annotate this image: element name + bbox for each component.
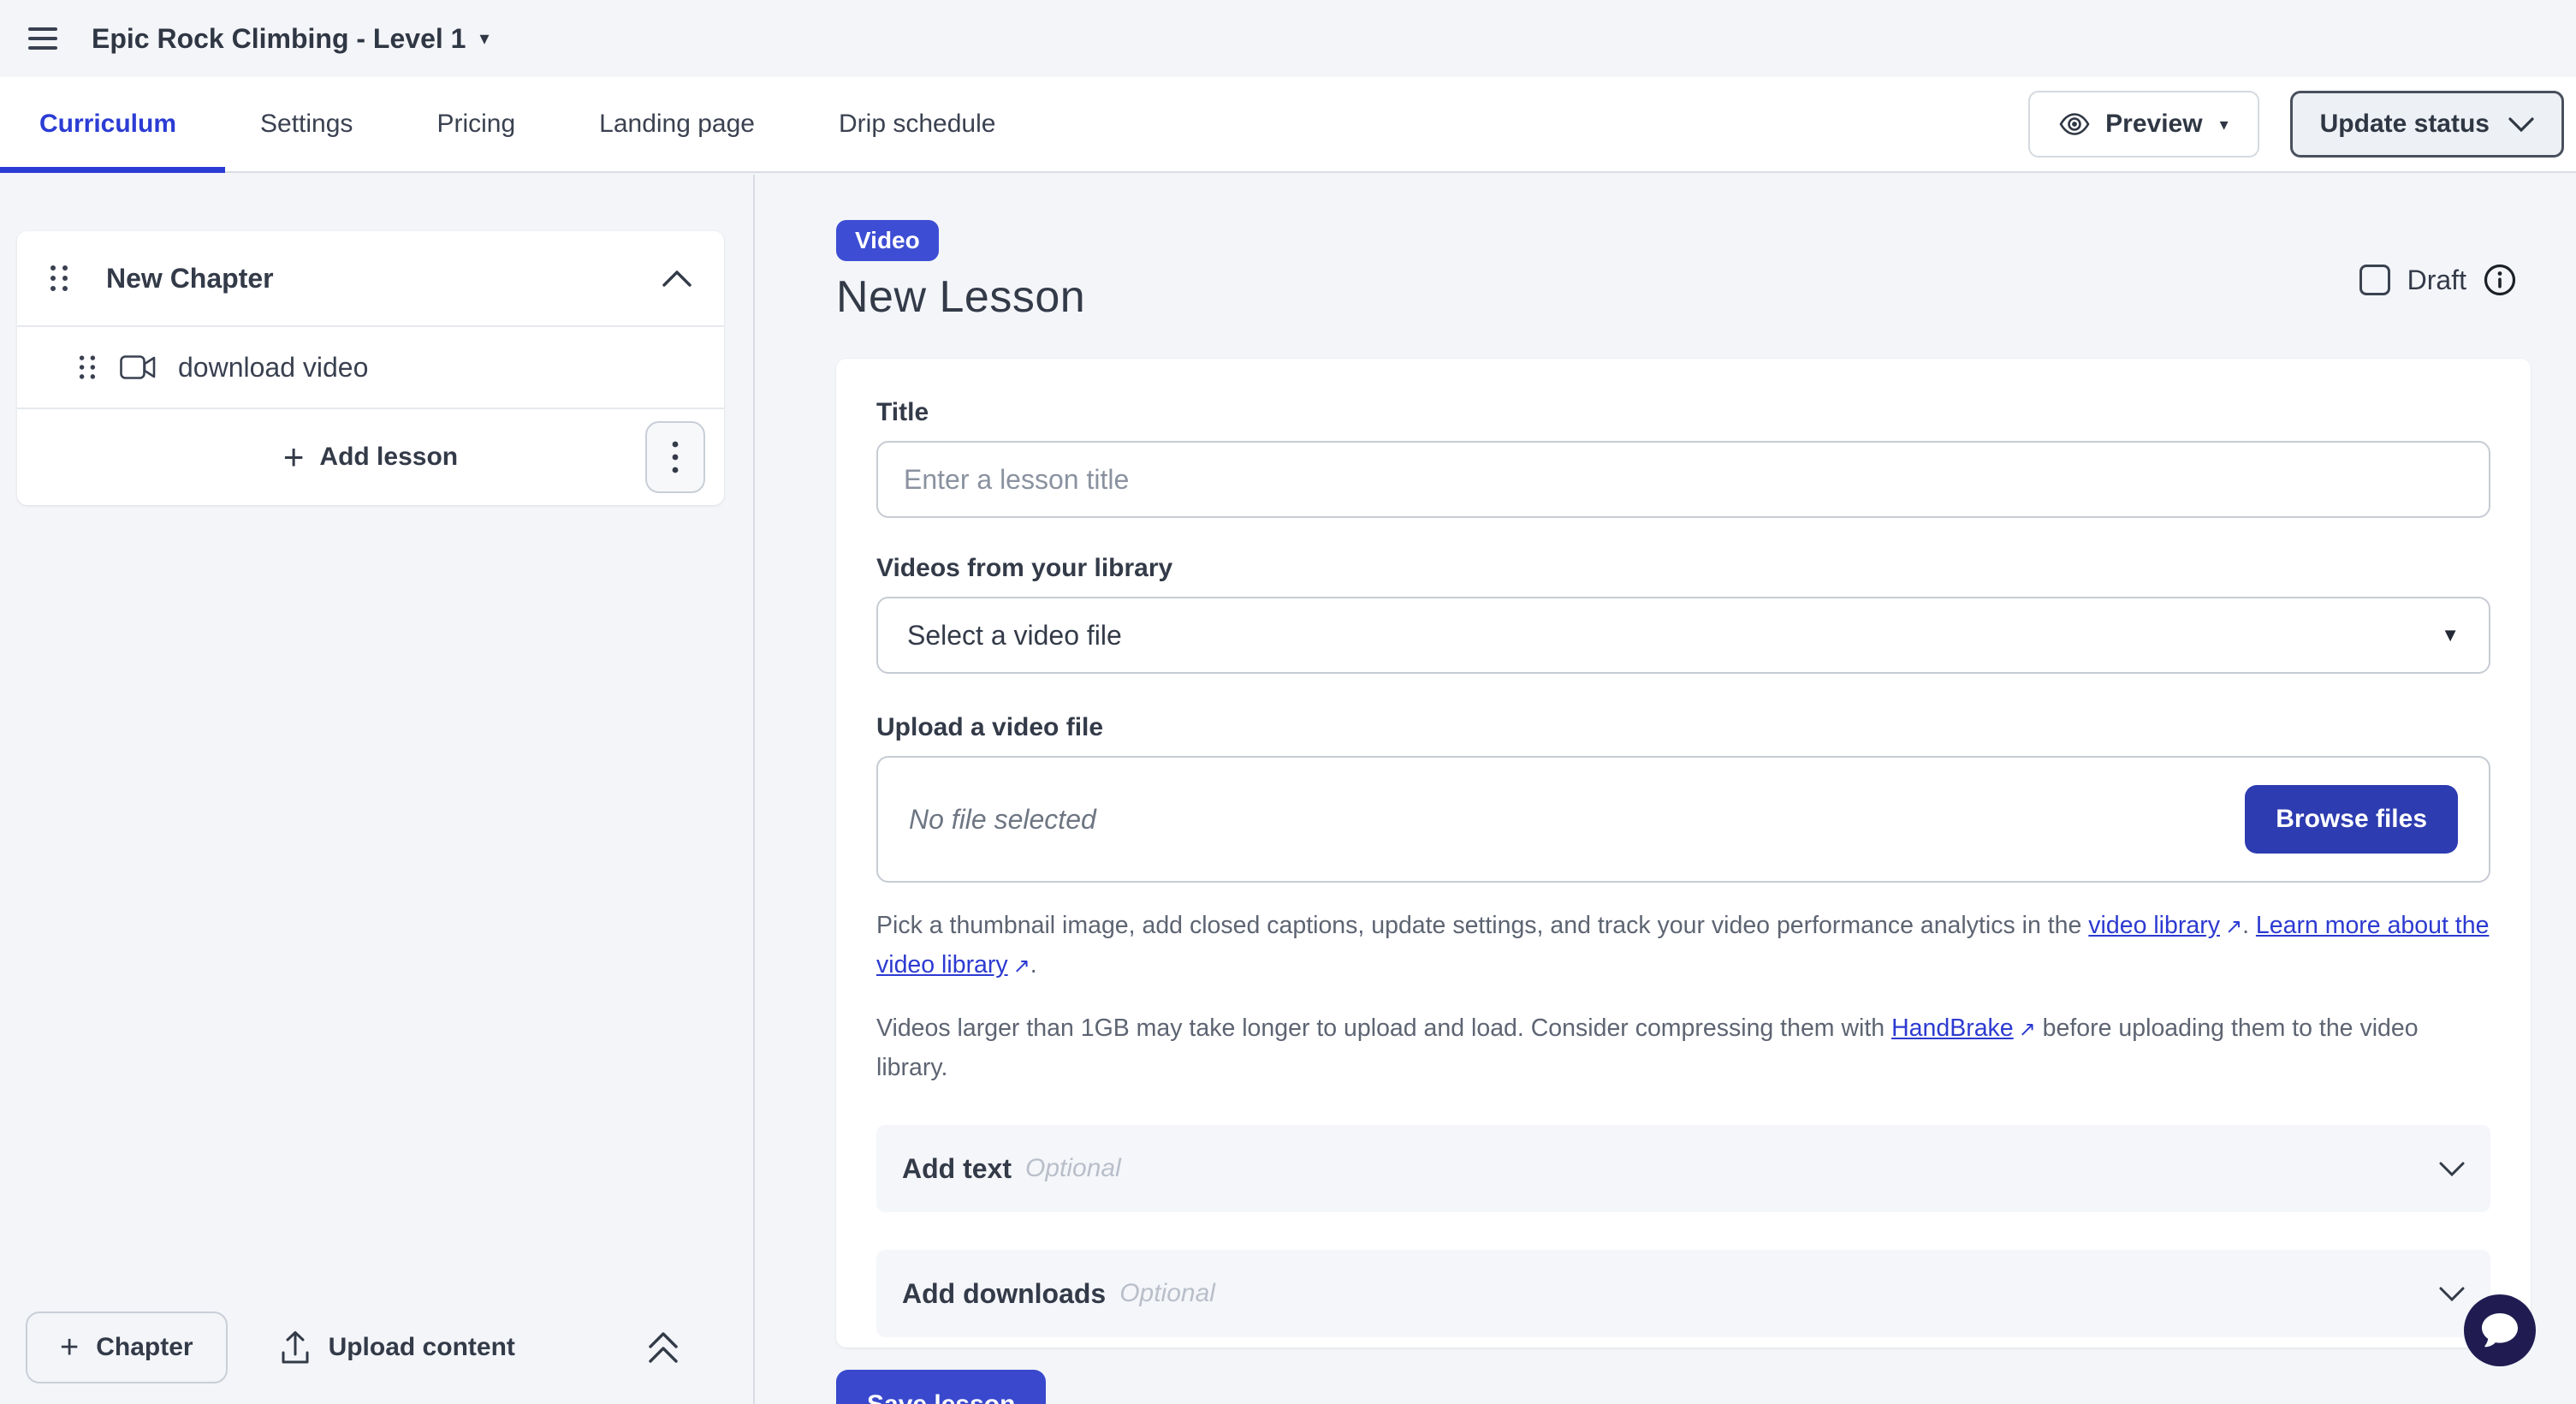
handbrake-link[interactable]: HandBrake bbox=[1891, 1014, 2014, 1042]
compression-help-text: Videos larger than 1GB may take longer t… bbox=[876, 1009, 2490, 1087]
chapter-header[interactable]: New Chapter bbox=[17, 231, 724, 327]
lesson-item-download-video[interactable]: download video bbox=[17, 327, 724, 409]
drag-handle-icon[interactable] bbox=[50, 265, 68, 292]
lesson-title-input[interactable] bbox=[876, 441, 2490, 518]
upload-content-button[interactable]: Upload content bbox=[281, 1330, 515, 1365]
add-lesson-button[interactable]: + Add lesson bbox=[283, 439, 458, 475]
add-downloads-label: Add downloads bbox=[902, 1277, 1107, 1309]
add-lesson-label: Add lesson bbox=[319, 443, 459, 471]
tab-settings[interactable]: Settings bbox=[260, 110, 353, 138]
info-icon[interactable] bbox=[2484, 264, 2516, 296]
learn-more-link[interactable]: Learn more about the video library bbox=[876, 912, 2490, 979]
chapter-title: New Chapter bbox=[106, 262, 274, 294]
upload-content-label: Upload content bbox=[328, 1333, 515, 1361]
hamburger-menu-icon[interactable] bbox=[28, 27, 57, 50]
external-link-icon: ↗ bbox=[1012, 955, 1030, 978]
add-downloads-section[interactable]: Add downloads Optional bbox=[876, 1250, 2490, 1337]
caret-down-icon: ▾ bbox=[479, 27, 490, 49]
lesson-type-badge: Video bbox=[836, 220, 939, 261]
library-field-label: Videos from your library bbox=[876, 554, 1173, 582]
lesson-editor: Video New Lesson Draft Title Videos from… bbox=[757, 175, 2576, 1404]
upload-icon bbox=[281, 1330, 310, 1365]
select-caret-icon: ▼ bbox=[2441, 624, 2460, 645]
course-title-dropdown[interactable]: Epic Rock Climbing - Level 1 ▾ bbox=[92, 23, 489, 55]
save-lesson-button[interactable]: Save lesson bbox=[836, 1370, 1047, 1404]
video-library-help-text: Pick a thumbnail image, add closed capti… bbox=[876, 907, 2490, 985]
add-chapter-button[interactable]: + Chapter bbox=[26, 1312, 228, 1383]
drag-handle-icon[interactable] bbox=[79, 354, 96, 380]
kebab-menu-icon bbox=[672, 441, 679, 473]
tab-pricing[interactable]: Pricing bbox=[436, 110, 516, 138]
video-library-link[interactable]: video library bbox=[2088, 912, 2220, 939]
sidebar-footer: + Chapter Upload content bbox=[0, 1306, 753, 1389]
optional-label: Optional bbox=[1025, 1154, 1121, 1182]
draft-checkbox[interactable] bbox=[2359, 265, 2390, 295]
upload-field-label: Upload a video file bbox=[876, 713, 1104, 741]
chevron-down-icon bbox=[2508, 116, 2534, 132]
tab-curriculum[interactable]: Curriculum bbox=[39, 110, 177, 138]
lesson-title: download video bbox=[178, 351, 369, 383]
curriculum-sidebar: New Chapter download video bbox=[0, 175, 755, 1404]
caret-down-icon: ▾ bbox=[2219, 115, 2229, 134]
collapse-sidebar-button[interactable] bbox=[647, 1330, 680, 1365]
plus-icon: + bbox=[60, 1330, 80, 1365]
add-text-label: Add text bbox=[902, 1152, 1012, 1184]
active-tab-indicator bbox=[0, 167, 225, 173]
title-field-label: Title bbox=[876, 398, 929, 426]
tabs: Curriculum Settings Pricing Landing page… bbox=[39, 110, 995, 139]
video-library-select[interactable]: Select a video file ▼ bbox=[876, 597, 2490, 674]
tab-bar: Curriculum Settings Pricing Landing page… bbox=[0, 77, 2576, 173]
add-chapter-label: Chapter bbox=[96, 1333, 193, 1361]
add-lesson-row: + Add lesson bbox=[17, 409, 724, 505]
add-text-section[interactable]: Add text Optional bbox=[876, 1125, 2490, 1212]
eye-icon bbox=[2059, 113, 2090, 135]
preview-label: Preview bbox=[2105, 110, 2203, 138]
lesson-form-card: Title Videos from your library Select a … bbox=[836, 359, 2531, 1347]
update-status-button[interactable]: Update status bbox=[2289, 91, 2564, 158]
course-title: Epic Rock Climbing - Level 1 bbox=[92, 22, 466, 54]
page-title: New Lesson bbox=[836, 272, 1086, 322]
preview-button[interactable]: Preview ▾ bbox=[2028, 91, 2259, 158]
chapter-options-button[interactable] bbox=[645, 421, 705, 493]
speech-bubble-icon bbox=[2480, 1312, 2520, 1349]
optional-label: Optional bbox=[1119, 1279, 1215, 1307]
no-file-text: No file selected bbox=[909, 803, 1096, 835]
tab-landing-page[interactable]: Landing page bbox=[599, 110, 755, 138]
top-header: Epic Rock Climbing - Level 1 ▾ bbox=[0, 0, 2576, 77]
double-chevron-up-icon bbox=[647, 1330, 680, 1365]
update-status-label: Update status bbox=[2319, 110, 2490, 138]
video-camera-icon bbox=[120, 355, 156, 379]
chevron-up-icon[interactable] bbox=[662, 270, 691, 287]
chevron-down-icon bbox=[2439, 1287, 2465, 1301]
draft-label: Draft bbox=[2407, 264, 2466, 295]
file-upload-dropzone[interactable]: No file selected Browse files bbox=[876, 756, 2490, 883]
tab-actions: Preview ▾ Update status bbox=[2028, 91, 2564, 158]
browse-files-button[interactable]: Browse files bbox=[2245, 785, 2458, 854]
draft-toggle-row: Draft bbox=[2359, 264, 2516, 296]
tab-drip-schedule[interactable]: Drip schedule bbox=[839, 110, 996, 138]
external-link-icon: ↗ bbox=[2018, 1018, 2036, 1041]
plus-icon: + bbox=[282, 437, 305, 477]
chevron-down-icon bbox=[2439, 1162, 2465, 1176]
video-library-select-value: Select a video file bbox=[907, 619, 1122, 651]
chat-widget-button[interactable] bbox=[2464, 1294, 2536, 1366]
chapter-card: New Chapter download video bbox=[17, 231, 724, 505]
external-link-icon: ↗ bbox=[2224, 915, 2243, 938]
